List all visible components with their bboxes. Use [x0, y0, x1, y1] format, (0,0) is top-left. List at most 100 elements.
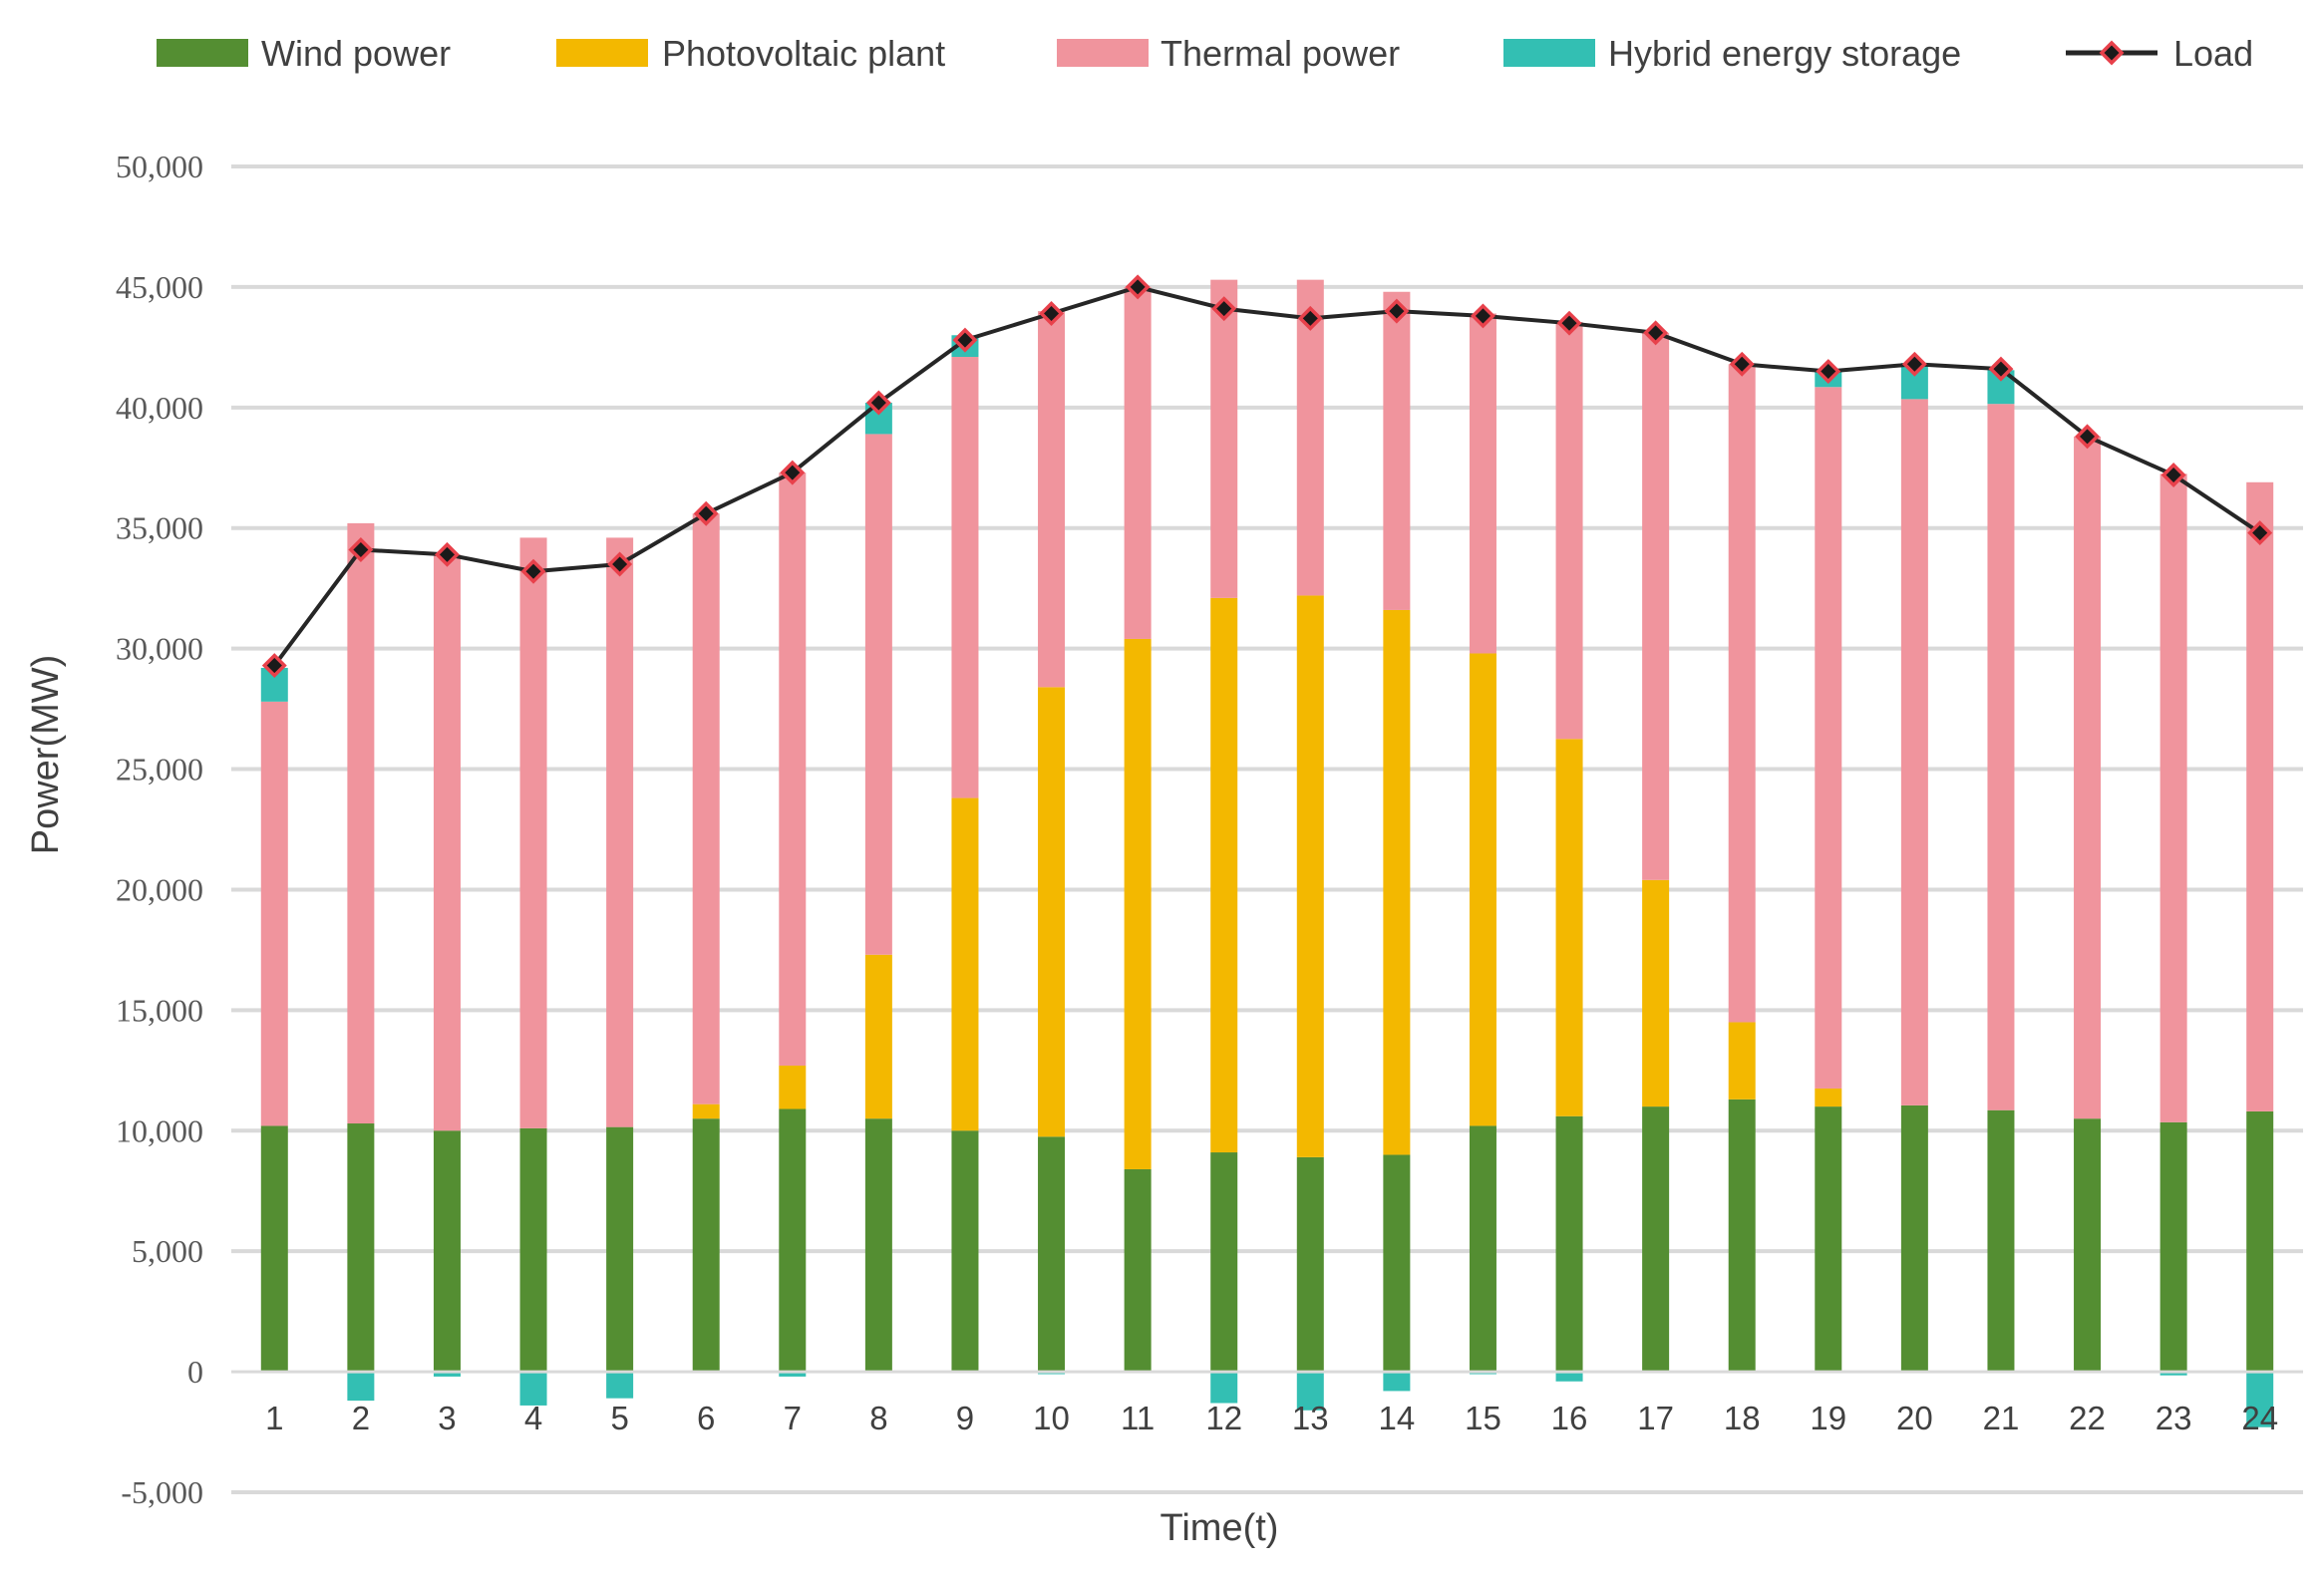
bar-thermal-power [1383, 291, 1411, 610]
load-marker [434, 541, 460, 567]
bar-wind-power [779, 1108, 807, 1373]
bar-thermal-power [864, 434, 892, 955]
bar-hybrid-energy-storage [1555, 1372, 1583, 1382]
load-marker [348, 537, 374, 562]
bar-thermal-power [692, 513, 720, 1104]
x-tick-label: 5 [610, 1400, 628, 1436]
bar-photovoltaic-plant [951, 797, 979, 1131]
load-marker [865, 390, 891, 416]
bar-thermal-power [1728, 364, 1756, 1023]
bar-thermal-power [779, 473, 807, 1066]
load-marker [780, 460, 806, 485]
bar-hybrid-energy-storage [606, 1372, 634, 1399]
load-marker [607, 551, 633, 577]
y-tick-label: 20,000 [116, 871, 203, 907]
x-tick-label: 4 [524, 1400, 542, 1436]
bar-wind-power [260, 1125, 288, 1373]
bar-thermal-power [1038, 311, 1066, 688]
bar-photovoltaic-plant [692, 1103, 720, 1119]
bar-photovoltaic-plant [779, 1065, 807, 1109]
bar-photovoltaic-plant [1383, 609, 1411, 1155]
gridlines [231, 164, 2303, 1494]
bar-wind-power [1642, 1106, 1670, 1373]
legend-swatch [1057, 39, 1149, 67]
bar-wind-power [692, 1118, 720, 1373]
bar-thermal-power [433, 554, 461, 1131]
bar-thermal-power [1815, 387, 1842, 1089]
x-axis-ticks: 1 2 3 4 5 6 7 8 9 10 11 12 13 14 15 16 17 18 19 20 21 22 23 24 [265, 1400, 2278, 1436]
bar-photovoltaic-plant [864, 954, 892, 1119]
y-tick-label: 45,000 [116, 269, 203, 305]
legend-label: Photovoltaic plant [662, 33, 945, 74]
legend-label: Thermal power [1161, 33, 1400, 74]
y-axis-ticks: -5,000 0 5,000 10,000 15,000 20,000 25,000 30,0… [116, 149, 203, 1510]
bar-wind-power [1383, 1154, 1411, 1373]
load-marker [1643, 320, 1669, 346]
bar-photovoltaic-plant [1124, 638, 1152, 1169]
bar-thermal-power [1555, 321, 1583, 740]
x-tick-label: 9 [956, 1400, 974, 1436]
bar-wind-power [1815, 1106, 1842, 1373]
bar-thermal-power [1642, 332, 1670, 880]
x-tick-label: 16 [1551, 1400, 1588, 1436]
legend-label: Hybrid energy storage [1608, 33, 1961, 74]
bar-wind-power [2159, 1121, 2187, 1373]
load-marker [1211, 296, 1237, 322]
x-tick-label: 2 [352, 1400, 370, 1436]
bar-wind-power [1296, 1156, 1324, 1373]
bar-wind-power [1728, 1099, 1756, 1373]
bar-wind-power [606, 1126, 634, 1373]
bar-photovoltaic-plant [1728, 1022, 1756, 1100]
x-tick-label: 22 [2069, 1400, 2106, 1436]
bar-thermal-power [1296, 279, 1324, 596]
x-tick-label: 6 [697, 1400, 715, 1436]
x-tick-label: 7 [784, 1400, 802, 1436]
legend-swatch [556, 39, 648, 67]
bar-hybrid-energy-storage [1210, 1372, 1238, 1404]
bar-wind-power [1900, 1104, 1928, 1373]
legend-label: Wind power [261, 33, 451, 74]
y-tick-label: 25,000 [116, 752, 203, 788]
x-tick-label: 18 [1724, 1400, 1761, 1436]
bar-thermal-power [2074, 436, 2102, 1119]
y-tick-label: -5,000 [121, 1474, 203, 1510]
bar-hybrid-energy-storage [2246, 1372, 2274, 1427]
bar-wind-power [864, 1118, 892, 1373]
y-tick-label: 30,000 [116, 631, 203, 667]
bar-photovoltaic-plant [1210, 597, 1238, 1153]
bar-wind-power [519, 1127, 547, 1373]
load-marker [1556, 310, 1582, 336]
bar-thermal-power [1124, 286, 1152, 639]
y-tick-label: 10,000 [116, 1112, 203, 1148]
load-marker [1384, 298, 1410, 324]
y-tick-label: 50,000 [116, 149, 203, 184]
x-tick-label: 11 [1121, 1400, 1155, 1436]
load-marker [1816, 359, 1841, 385]
bar-photovoltaic-plant [1038, 687, 1066, 1137]
x-tick-label: 24 [2241, 1400, 2278, 1436]
bar-photovoltaic-plant [1296, 595, 1324, 1157]
x-axis-title: Time(t) [1161, 1507, 1279, 1549]
x-tick-label: 23 [2156, 1400, 2192, 1436]
bar-wind-power [1555, 1115, 1583, 1373]
bar-thermal-power [1210, 279, 1238, 598]
bar-photovoltaic-plant [1815, 1088, 1842, 1107]
y-tick-label: 5,000 [132, 1233, 203, 1269]
bar-thermal-power [2246, 481, 2274, 1111]
load-marker [1039, 301, 1065, 326]
x-tick-label: 20 [1896, 1400, 1933, 1436]
bar-thermal-power [1987, 404, 2015, 1110]
legend-swatch [157, 39, 248, 67]
bar-hybrid-energy-storage [1383, 1372, 1411, 1392]
load-marker [2247, 520, 2273, 546]
x-tick-label: 12 [1205, 1400, 1242, 1436]
bar-hybrid-energy-storage [1296, 1372, 1324, 1411]
x-tick-label: 13 [1292, 1400, 1329, 1436]
bar-thermal-power [1469, 313, 1496, 654]
y-axis-title: Power(MW) [25, 655, 67, 855]
load-marker [693, 500, 719, 526]
load-marker [952, 327, 978, 353]
x-tick-label: 8 [869, 1400, 887, 1436]
x-tick-label: 10 [1033, 1400, 1070, 1436]
x-tick-label: 14 [1379, 1400, 1416, 1436]
